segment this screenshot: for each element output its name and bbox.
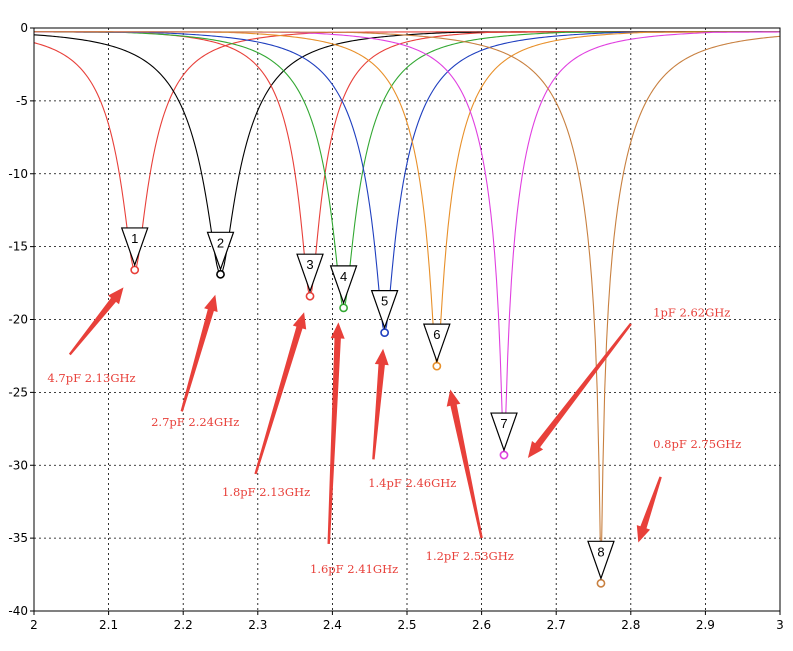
annotation-2: 2.7pF 2.24GHz bbox=[151, 294, 239, 429]
annotation-label: 4.7pF 2.13GHz bbox=[47, 371, 135, 385]
y-tick-label: -5 bbox=[16, 94, 28, 108]
markers: 1 2 3 4 5 6 7 8 bbox=[120, 227, 615, 588]
annotation-3: 1.8pF 2.13GHz bbox=[222, 312, 310, 499]
marker-1: 1 bbox=[120, 227, 149, 275]
annotation-arrow bbox=[527, 323, 632, 458]
marker-triangle bbox=[370, 290, 399, 330]
annotation-1: 4.7pF 2.13GHz bbox=[47, 287, 136, 385]
marker-4: 4 bbox=[329, 265, 358, 313]
x-tick-label: 3 bbox=[776, 618, 784, 632]
annotation-label: 1.2pF 2.53GHz bbox=[426, 549, 514, 563]
x-tick-label: 2.5 bbox=[397, 618, 416, 632]
marker-point bbox=[216, 269, 225, 279]
y-tick-label: -20 bbox=[8, 313, 28, 327]
annotation-label: 0.8pF 2.75GHz bbox=[653, 437, 741, 451]
annotation-label: 2.7pF 2.24GHz bbox=[151, 415, 239, 429]
axes: 2 2.1 2.2 2.3 2.4 2.5 2.6 2.7 2.8 2.9 3 0 -5 -10 -15 -2… bbox=[8, 21, 783, 632]
y-tick-label: -10 bbox=[8, 167, 28, 181]
annotation-arrow bbox=[372, 348, 389, 460]
y-tick-label: -40 bbox=[8, 604, 28, 618]
marker-number: 4 bbox=[340, 269, 347, 284]
marker-2: 2 bbox=[206, 231, 235, 279]
marker-number: 6 bbox=[433, 327, 440, 342]
marker-number: 7 bbox=[500, 416, 507, 431]
annotation-arrow bbox=[446, 389, 483, 539]
annotation-5: 1.4pF 2.46GHz bbox=[368, 348, 456, 490]
x-tick-label: 2.1 bbox=[99, 618, 118, 632]
x-tick-label: 2.7 bbox=[547, 618, 566, 632]
marker-point bbox=[380, 328, 390, 338]
x-tick-label: 2 bbox=[30, 618, 38, 632]
marker-5: 5 bbox=[370, 290, 399, 338]
marker-number: 8 bbox=[597, 544, 604, 559]
marker-number: 1 bbox=[131, 231, 138, 246]
marker-point bbox=[339, 303, 348, 313]
marker-triangle bbox=[490, 412, 518, 452]
annotation-label: 1pF 2.62GHz bbox=[653, 306, 730, 320]
annotations: 4.7pF 2.13GHz 2.7pF 2.24GHz 1.8pF 2.13GHz 1… bbox=[47, 287, 741, 576]
x-tick-label: 2.3 bbox=[248, 618, 267, 632]
y-tick-label: -35 bbox=[8, 531, 28, 545]
marker-3: 3 bbox=[296, 253, 324, 301]
x-tick-label: 2.6 bbox=[472, 618, 491, 632]
x-tick-label: 2.2 bbox=[174, 618, 193, 632]
annotation-arrow bbox=[327, 322, 345, 544]
y-tick-label: 0 bbox=[20, 21, 28, 35]
marker-number: 5 bbox=[381, 294, 388, 309]
y-tick-label: -25 bbox=[8, 385, 28, 399]
x-tick-label: 2.4 bbox=[323, 618, 342, 632]
marker-6: 6 bbox=[422, 323, 451, 371]
annotation-label: 1.4pF 2.46GHz bbox=[368, 476, 456, 490]
series-line-8 bbox=[33, 31, 781, 584]
marker-point bbox=[499, 450, 509, 460]
x-tick-label: 2.9 bbox=[696, 618, 715, 632]
annotation-label: 1.6pF 2.41GHz bbox=[310, 562, 398, 576]
x-tick-label: 2.8 bbox=[621, 618, 640, 632]
marker-triangle bbox=[120, 227, 149, 267]
annotation-label: 1.8pF 2.13GHz bbox=[222, 485, 310, 499]
annotation-4: 1.6pF 2.41GHz bbox=[310, 322, 398, 576]
annotation-6: 1.2pF 2.53GHz bbox=[426, 389, 514, 563]
annotation-arrow bbox=[636, 476, 662, 543]
marker-point bbox=[130, 265, 140, 275]
plot-frame bbox=[33, 27, 781, 612]
y-tick-label: -15 bbox=[8, 240, 28, 254]
grid bbox=[34, 28, 780, 611]
marker-triangle bbox=[206, 231, 235, 272]
marker-point bbox=[596, 578, 606, 588]
annotation-7: 1pF 2.62GHz bbox=[527, 306, 730, 458]
annotation-arrow bbox=[254, 312, 307, 475]
annotation-arrow bbox=[68, 287, 124, 356]
marker-triangle bbox=[422, 323, 451, 363]
marker-point bbox=[432, 361, 442, 371]
marker-point bbox=[305, 291, 315, 301]
annotation-arrow bbox=[180, 294, 218, 412]
marker-triangle bbox=[329, 265, 358, 305]
marker-triangle bbox=[587, 540, 615, 581]
annotation-8: 0.8pF 2.75GHz bbox=[636, 437, 741, 543]
series-lines bbox=[33, 31, 781, 584]
y-tick-label: -30 bbox=[8, 458, 28, 472]
marker-triangle bbox=[296, 253, 324, 293]
marker-number: 2 bbox=[217, 235, 224, 250]
marker-number: 3 bbox=[306, 257, 313, 272]
marker-7: 7 bbox=[490, 412, 518, 460]
marker-8: 8 bbox=[587, 540, 615, 588]
